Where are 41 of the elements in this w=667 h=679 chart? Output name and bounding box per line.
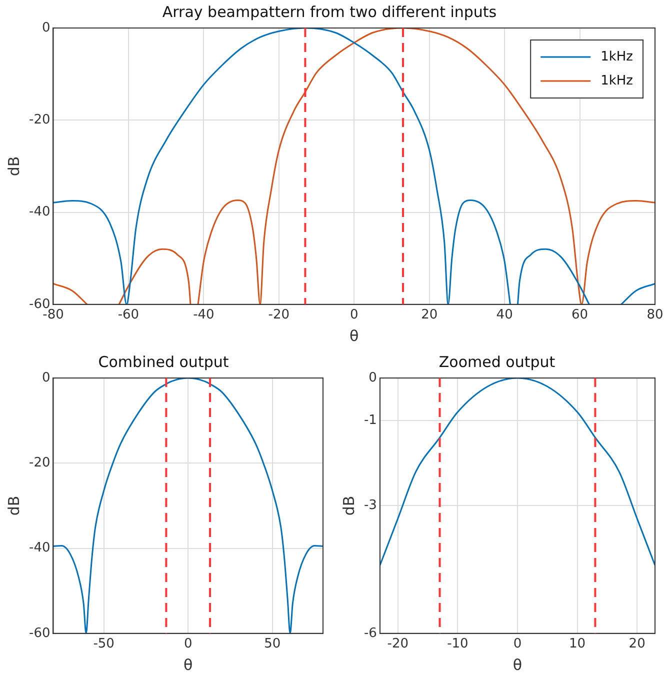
x-tick-label: -40 (193, 308, 214, 323)
legend-label: 1kHz (600, 49, 634, 64)
y-axis-title: dB (4, 496, 23, 516)
x-axis-title: θ (350, 326, 359, 345)
x-tick-label: -50 (93, 636, 114, 652)
y-tick-label: -20 (29, 456, 50, 471)
x-tick-label: 60 (572, 308, 588, 323)
y-tick-label: 0 (368, 370, 377, 386)
x-tick-label: 50 (264, 636, 281, 652)
x-tick-label: 80 (646, 308, 664, 323)
y-tick-label: -1 (364, 412, 377, 428)
y-tick-label: -3 (364, 498, 377, 514)
chart-title: Zoomed output (438, 352, 556, 371)
y-tick-label: -40 (29, 540, 50, 556)
x-tick-label: 0 (513, 636, 522, 652)
x-tick-label: 0 (184, 636, 192, 652)
y-tick-label: -20 (29, 112, 50, 128)
line-series (380, 378, 655, 566)
x-tick-label: 10 (569, 636, 586, 652)
y-tick-label: 0 (42, 370, 50, 386)
x-tick-label: -60 (118, 308, 140, 323)
line-series (53, 378, 323, 634)
y-tick-label: 0 (42, 20, 50, 36)
x-tick-label: 20 (421, 308, 438, 323)
x-tick-label: 20 (628, 636, 646, 652)
x-tick-label: -20 (387, 636, 409, 652)
y-tick-label: -6 (364, 626, 377, 641)
x-tick-label: -80 (42, 308, 64, 323)
y-axis-title: dB (340, 496, 358, 516)
x-axis-title: θ (184, 656, 193, 674)
chart-title: Array beampattern from two different inputs (162, 2, 497, 21)
y-tick-label: -40 (29, 204, 50, 220)
y-tick-label: -60 (29, 626, 50, 641)
x-tick-label: -10 (447, 636, 468, 652)
chart-title: Combined output (98, 352, 229, 371)
x-tick-label: 40 (496, 308, 513, 323)
y-axis-title: dB (4, 156, 23, 176)
x-tick-label: 0 (350, 308, 358, 323)
x-axis-title: θ (512, 656, 522, 674)
x-tick-label: -20 (268, 308, 290, 323)
legend-label: 1kHz (600, 73, 634, 88)
